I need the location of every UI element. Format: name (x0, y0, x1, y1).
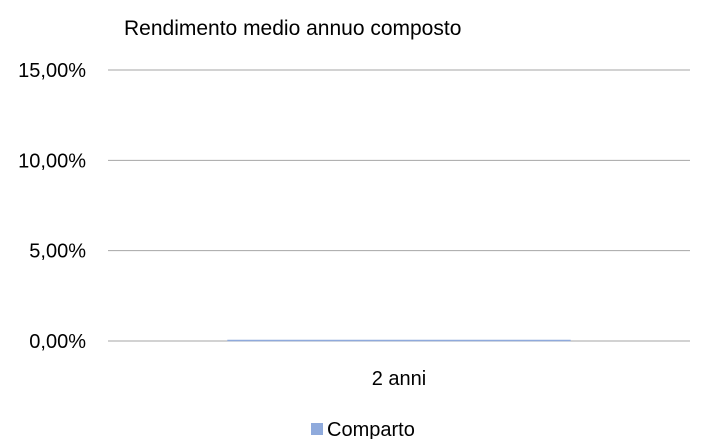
x-category-label: 2 anni (372, 368, 427, 390)
bar-comparto (227, 339, 571, 342)
legend: Comparto (311, 419, 415, 439)
legend-swatch (311, 423, 323, 435)
y-tick-label: 5,00% (29, 241, 86, 263)
y-tick-label: 0,00% (29, 331, 86, 353)
y-axis-tick-labels: 0,00% 5,00% 10,00% 15,00% (18, 60, 86, 353)
gridlines (108, 69, 690, 342)
legend-label: Comparto (327, 419, 415, 439)
chart-title: Rendimento medio annuo composto (124, 17, 461, 40)
y-tick-label: 15,00% (18, 60, 86, 82)
bars (227, 339, 571, 342)
x-axis-category-labels: 2 anni (372, 368, 427, 390)
y-tick-label: 10,00% (18, 150, 86, 172)
